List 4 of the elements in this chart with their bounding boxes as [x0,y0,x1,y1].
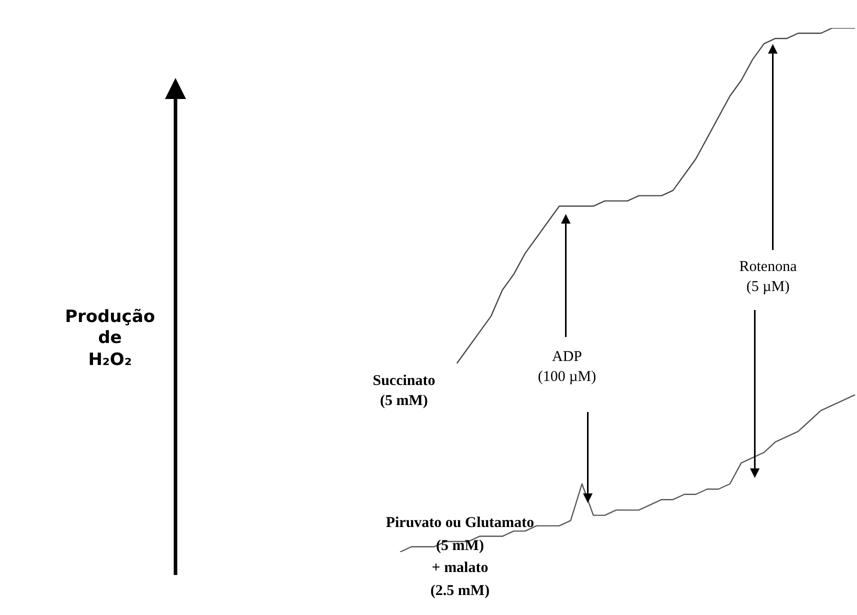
annotation: Rotenona (5 µM) [739,258,797,296]
annotation: Succinato (5 mM) [372,372,436,410]
text: Produção de H₂O₂ [64,307,156,371]
annotation: ADP (100 µM) [538,348,596,386]
